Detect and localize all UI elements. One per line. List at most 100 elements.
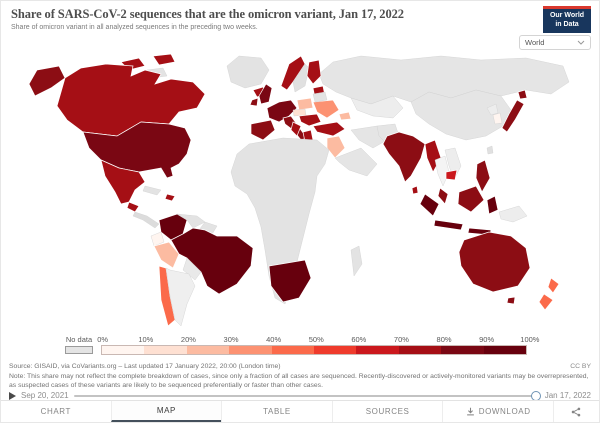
region-caucasus[interactable] <box>338 111 352 121</box>
country-cambodia[interactable] <box>445 169 458 181</box>
tab-table[interactable]: TABLE <box>221 401 332 422</box>
country-poland[interactable] <box>296 97 314 111</box>
legend-no-data-label: No data <box>65 335 93 344</box>
country-philippines[interactable] <box>475 159 491 193</box>
country-greenland[interactable] <box>226 55 270 89</box>
timeline-end-date: Jan 17, 2022 <box>544 391 591 400</box>
country-ecuador[interactable] <box>150 231 165 247</box>
country-new-zealand[interactable] <box>538 293 554 311</box>
country-vietnam[interactable] <box>444 147 462 181</box>
country-belarus[interactable] <box>312 91 328 103</box>
legend-segment[interactable] <box>229 346 272 354</box>
legend-ticks: 0% 10% 20% 30% 40% 50% 60% 70% 80% 90% 100% <box>97 335 539 345</box>
license-label[interactable]: CC BY <box>570 363 591 370</box>
country-taiwan[interactable] <box>486 145 494 155</box>
note-text: Note: This share may not reflect the com… <box>9 373 589 390</box>
country-kazakhstan[interactable] <box>350 95 404 119</box>
page-title: Share of SARS-CoV-2 sequences that are t… <box>11 7 404 21</box>
legend-tick-label: 50% <box>308 335 324 344</box>
country-india[interactable] <box>382 131 426 183</box>
country-sri-lanka[interactable] <box>411 185 419 195</box>
tab-bar: CHART MAP TABLE SOURCES DOWNLOAD <box>1 400 599 422</box>
country-thailand[interactable] <box>434 155 450 187</box>
country-canada[interactable] <box>56 63 206 137</box>
legend-no-data[interactable]: No data <box>65 335 93 354</box>
header: Share of SARS-CoV-2 sequences that are t… <box>11 7 529 31</box>
island-tasmania[interactable] <box>506 296 516 305</box>
country-saudi-arabia[interactable] <box>334 147 378 177</box>
island-sulawesi[interactable] <box>486 195 499 215</box>
legend-tick-label: 70% <box>393 335 409 344</box>
country-bolivia[interactable] <box>182 257 202 281</box>
legend-segment[interactable] <box>186 346 230 354</box>
legend-segment[interactable] <box>483 346 527 354</box>
country-guatemala[interactable] <box>126 201 140 213</box>
legend-tick-label: 40% <box>266 335 282 344</box>
country-ukraine[interactable] <box>312 99 340 119</box>
country-australia[interactable] <box>458 231 531 293</box>
country-venezuela[interactable] <box>176 213 206 229</box>
legend-tick-label: 100% <box>520 335 540 344</box>
country-mexico[interactable] <box>100 159 146 205</box>
tab-download[interactable]: DOWNLOAD <box>442 401 553 422</box>
download-icon <box>466 407 474 416</box>
play-button[interactable] <box>9 391 16 400</box>
country-czechia[interactable] <box>292 108 307 117</box>
tab-chart[interactable]: CHART <box>40 407 71 416</box>
country-uk[interactable] <box>258 83 273 105</box>
chevron-down-icon <box>577 40 585 45</box>
legend-segment[interactable] <box>102 346 145 354</box>
owid-logo[interactable]: Our World in Data <box>543 6 591 33</box>
region-selector-value: World <box>525 38 545 47</box>
region-hispaniola[interactable] <box>164 193 176 202</box>
island-hokkaido[interactable] <box>517 89 528 100</box>
legend-segment[interactable] <box>441 346 484 354</box>
country-alaska[interactable] <box>28 65 66 97</box>
country-cuba[interactable] <box>142 185 162 196</box>
region-central-america[interactable] <box>132 211 160 229</box>
island-sumatra[interactable] <box>419 193 440 217</box>
footer: Source: GISAID, via CoVariants.org – Las… <box>9 362 591 391</box>
country-papua-new-guinea[interactable] <box>498 205 528 223</box>
country-madagascar[interactable] <box>350 245 363 277</box>
region-selector[interactable]: World <box>519 35 591 50</box>
legend-segment[interactable] <box>398 346 442 354</box>
region-western-europe[interactable] <box>266 99 298 123</box>
country-finland[interactable] <box>306 59 322 85</box>
region-hungary-romania[interactable] <box>298 113 322 127</box>
island-borneo[interactable] <box>457 185 485 213</box>
world-map <box>21 51 581 333</box>
country-argentina[interactable] <box>165 267 196 327</box>
owid-logo-line1: Our World <box>549 12 585 19</box>
country-japan[interactable] <box>501 99 525 133</box>
legend-segment[interactable] <box>356 346 399 354</box>
country-ireland[interactable] <box>249 97 259 107</box>
legend-no-data-swatch <box>65 346 93 354</box>
country-south-korea[interactable] <box>492 112 503 125</box>
country-south-africa[interactable] <box>268 259 312 303</box>
tab-sources[interactable]: SOURCES <box>331 401 443 422</box>
country-turkey[interactable] <box>312 121 346 137</box>
share-button[interactable] <box>552 401 599 422</box>
region-levant[interactable] <box>326 135 346 159</box>
country-north-korea[interactable] <box>486 103 499 116</box>
country-brazil[interactable] <box>170 227 254 295</box>
region-iberia[interactable] <box>250 119 276 141</box>
region-balkans[interactable] <box>290 121 302 137</box>
arctic-island[interactable] <box>152 53 176 66</box>
island-java[interactable] <box>433 219 464 231</box>
legend-scale: 0% 10% 20% 30% 40% 50% 60% 70% 80% 90% 100% <box>97 335 539 355</box>
tab-map[interactable]: MAP <box>110 401 222 422</box>
timeline-handle[interactable] <box>530 390 541 401</box>
legend-tick-label: 0% <box>97 335 109 344</box>
legend-segment[interactable] <box>144 346 187 354</box>
legend-segment[interactable] <box>314 346 357 354</box>
legend-segment[interactable] <box>271 346 315 354</box>
legend-tick-label: 60% <box>351 335 367 344</box>
country-new-zealand[interactable] <box>547 277 560 294</box>
timeline-track[interactable] <box>73 390 541 401</box>
country-sweden[interactable] <box>292 63 310 93</box>
country-malaysia[interactable] <box>437 187 449 205</box>
legend-tick-label: 10% <box>138 335 154 344</box>
country-peru[interactable] <box>153 241 180 269</box>
